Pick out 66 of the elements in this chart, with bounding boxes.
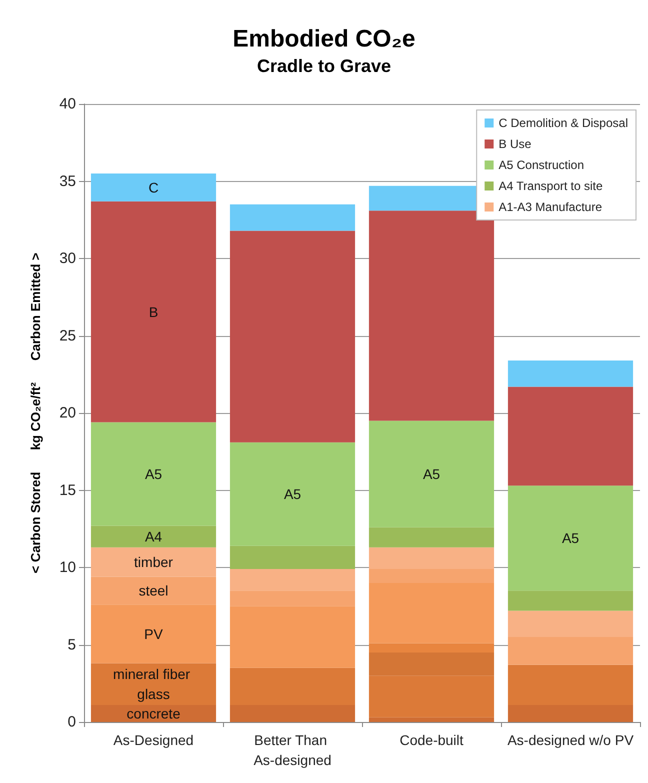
bar [90, 576, 216, 605]
data-label: PV [144, 626, 164, 642]
y-tick-label: 40 [59, 96, 76, 112]
legend-label: A5 Construction [498, 158, 584, 172]
bar [90, 174, 216, 202]
bar [230, 230, 356, 442]
y-tick-label: 25 [59, 327, 76, 344]
data-label: A5 [422, 466, 440, 482]
x-tick-label: Better Than As-designed [254, 732, 332, 768]
y-tick-label: 15 [59, 482, 76, 499]
y-tick-label: 20 [59, 404, 76, 422]
bar [230, 705, 356, 722]
bar [508, 486, 634, 591]
bar [90, 422, 216, 526]
bar [508, 637, 634, 665]
y-tick-label: 0 [68, 714, 76, 730]
data-label: A5 [284, 486, 302, 502]
y-tick-label: 5 [68, 636, 76, 654]
bar [508, 590, 634, 611]
bar [368, 210, 494, 421]
data-label: A5 [144, 466, 162, 482]
bar [508, 664, 634, 706]
bar [230, 606, 356, 668]
bar [90, 663, 216, 706]
y-tick-label: 30 [59, 250, 76, 267]
bar [368, 547, 494, 570]
x-tick-label: As-designed w/o PV [507, 732, 634, 748]
bar [368, 643, 494, 652]
legend-label: A1-A3 Manufacture [498, 200, 602, 214]
data-label: C [148, 179, 159, 196]
legend-label: B Use [498, 137, 532, 151]
data-label: A4 [144, 528, 162, 545]
bar [90, 604, 216, 664]
chart-subtitle: Cradle to Grave [256, 56, 392, 76]
bar [368, 420, 494, 528]
bar [230, 546, 356, 570]
legend-label: C Demolition & Disposal [498, 116, 628, 130]
bar [230, 204, 356, 231]
bar [90, 526, 216, 548]
bar [508, 705, 634, 722]
y-tick-label: 35 [59, 172, 76, 190]
bar [230, 668, 356, 706]
data-label: B [148, 304, 158, 320]
bar [368, 582, 494, 644]
y-tick-label: 10 [59, 559, 76, 576]
legend-label: A4 Transport to site [498, 179, 603, 193]
bar [508, 610, 634, 638]
chart-title: Embodied CO₂e [232, 26, 416, 52]
bar [90, 547, 216, 577]
bar [508, 386, 634, 486]
bar [368, 717, 494, 722]
bar [368, 527, 494, 548]
x-tick-label: Code-built [400, 732, 464, 748]
data-label: concrete [126, 706, 181, 722]
bar [508, 360, 634, 387]
data-label: timber [134, 554, 174, 570]
bar [368, 569, 494, 583]
y-axis-title: < Carbon Stored kg CO₂e/ft² Carbon Emitted > [28, 252, 43, 574]
data-label: steel [138, 582, 168, 599]
bar [230, 590, 356, 606]
bar [230, 442, 356, 546]
bar [230, 569, 356, 591]
bar [90, 201, 216, 422]
x-tick-label: As-Designed [113, 732, 194, 748]
data-label: A5 [562, 530, 580, 546]
bar [90, 705, 216, 722]
